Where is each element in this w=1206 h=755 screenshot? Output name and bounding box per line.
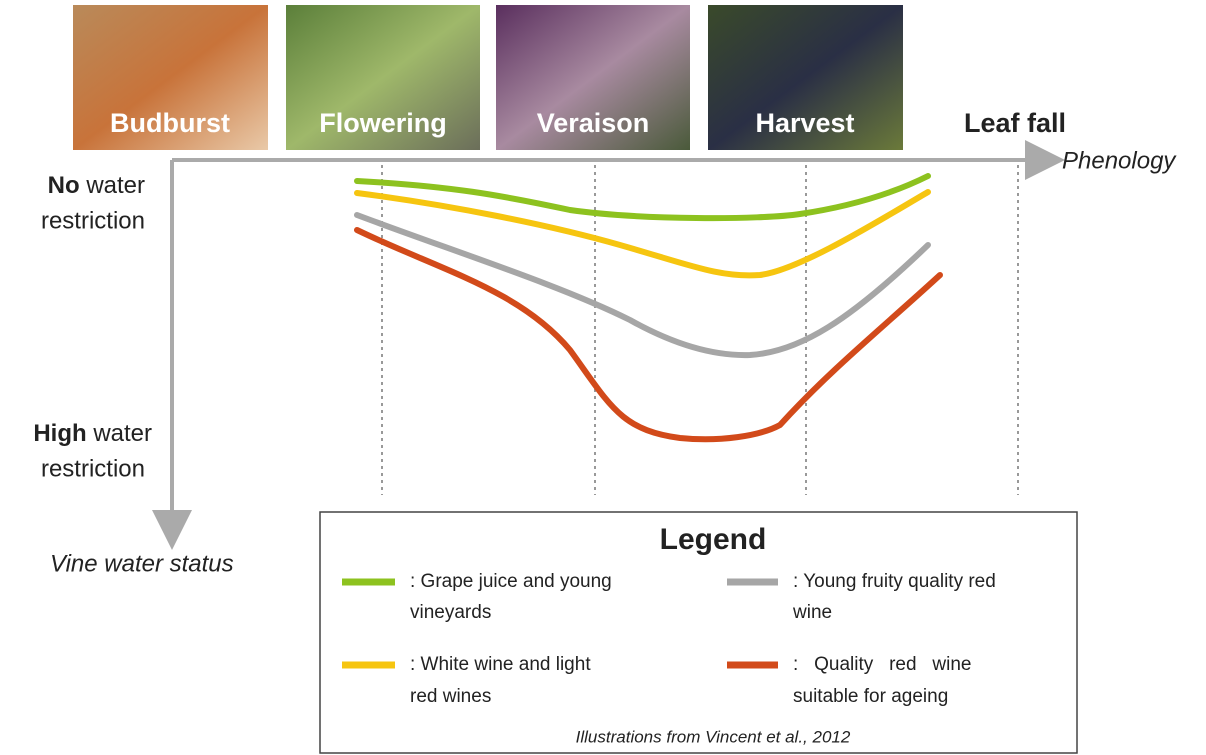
bold: No [48,172,80,199]
curve [354,189,931,279]
legend-text: : White wine and light [410,654,591,675]
stage-label: Leaf fall [964,108,1066,138]
y-bottom-label: High water [33,420,152,447]
legend-text: suitable for ageing [793,686,948,707]
curve [354,173,931,222]
stage-label: Budburst [110,108,230,138]
photo [286,5,480,150]
legend-text: : Grape juice and young [410,571,612,592]
curve [354,212,931,359]
rest: water [85,172,145,199]
rest: water [92,420,152,447]
legend-title: Legend [660,523,767,556]
y-top-label: No water [48,172,145,199]
y-top-label: restriction [41,207,145,234]
photo [73,5,268,150]
x-axis-label: Phenology [1062,147,1177,174]
stage-label: Harvest [755,108,854,138]
stage-dividers [381,165,1019,495]
curves [354,173,943,443]
bold: High [33,420,86,447]
legend-text: : Quality red wine [793,654,971,675]
y-bottom-label: restriction [41,455,145,482]
y-axis-label: Vine water status [50,550,234,577]
legend-text: red wines [410,686,491,707]
photo [496,5,690,150]
photo [708,5,903,150]
legend-box [319,511,1078,754]
credit: Illustrations from Vincent et al., 2012 [576,727,851,746]
curve [354,227,943,443]
stage-label: Veraison [537,108,650,138]
legend-text: wine [792,602,832,623]
legend-text: vineyards [410,602,491,623]
legend-text: : Young fruity quality red [793,571,996,592]
stage-label: Flowering [319,108,447,138]
